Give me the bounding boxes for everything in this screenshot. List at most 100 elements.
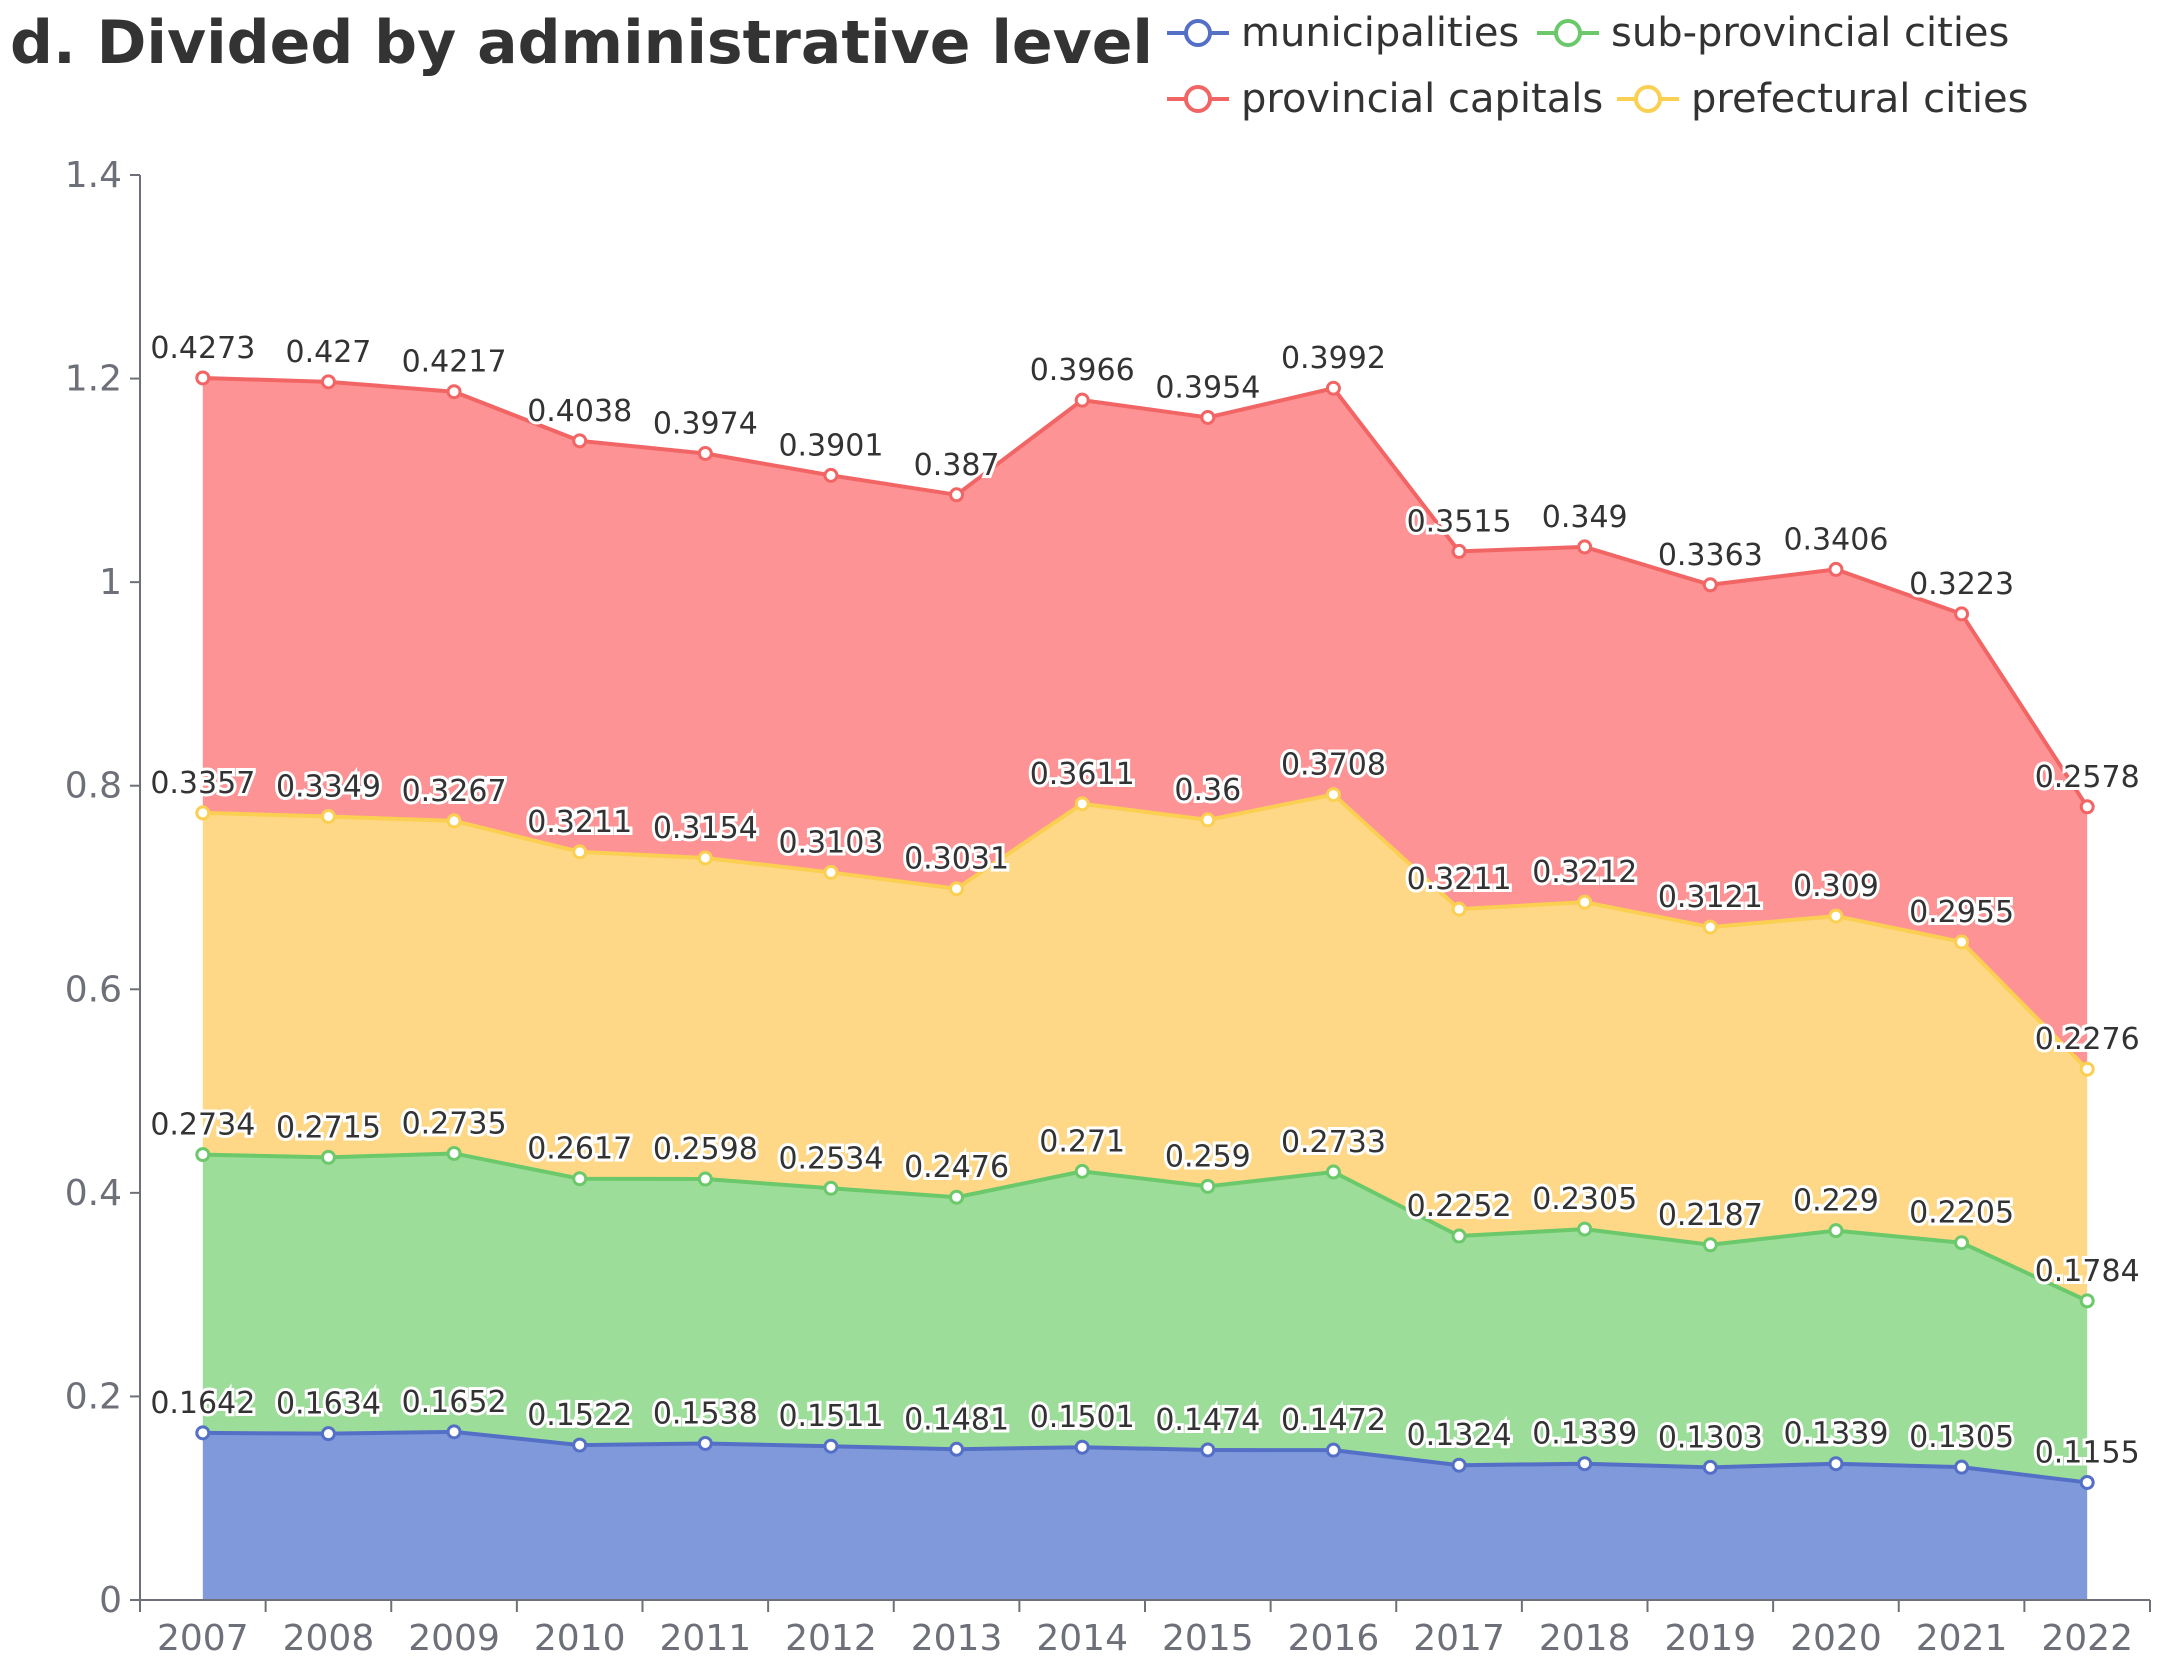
data-point-prefectural-cities xyxy=(697,850,713,866)
data-label-prefectural-cities: 0.3211 xyxy=(527,805,632,840)
data-point-prefectural-cities xyxy=(1325,787,1341,803)
data-label-prefectural-cities: 0.3349 xyxy=(276,769,381,804)
data-point-prefectural-cities xyxy=(320,808,336,824)
data-point-prefectural-cities xyxy=(1200,812,1216,828)
data-point-municipalities xyxy=(823,1438,839,1454)
data-point-municipalities xyxy=(949,1441,965,1457)
data-label-municipalities: 0.1339 xyxy=(1783,1417,1888,1452)
data-label-prefectural-cities: 0.36 xyxy=(1174,773,1241,808)
y-tick-label: 0.6 xyxy=(65,969,122,1010)
data-label-municipalities: 0.1472 xyxy=(1281,1403,1386,1438)
y-tick-label: 1 xyxy=(99,562,122,603)
data-point-prefectural-cities xyxy=(572,844,588,860)
x-tick-label: 2022 xyxy=(2041,1618,2133,1659)
data-label-sub-provincial-cities: 0.2598 xyxy=(653,1132,758,1167)
data-label-sub-provincial-cities: 0.2617 xyxy=(527,1132,632,1167)
data-point-municipalities xyxy=(1828,1456,1844,1472)
data-label-sub-provincial-cities: 0.2534 xyxy=(778,1141,883,1176)
x-tick-label: 2012 xyxy=(785,1618,877,1659)
legend-label: prefectural cities xyxy=(1691,76,2029,122)
data-label-municipalities: 0.1324 xyxy=(1407,1418,1512,1453)
data-label-prefectural-cities: 0.309 xyxy=(1793,869,1879,904)
data-point-municipalities xyxy=(1954,1459,1970,1475)
data-point-municipalities xyxy=(697,1435,713,1451)
legend-item-provincial-capitals[interactable]: provincial capitals xyxy=(1165,76,1603,122)
data-label-municipalities: 0.1522 xyxy=(527,1398,632,1433)
data-label-prefectural-cities: 0.3611 xyxy=(1030,757,1135,792)
area-prefectural-cities xyxy=(202,794,2088,1301)
data-point-prefectural-cities xyxy=(2079,1061,2095,1077)
data-point-prefectural-cities xyxy=(1954,934,1970,950)
area-municipalities xyxy=(202,1431,2088,1600)
data-point-provincial-capitals xyxy=(697,445,713,461)
legend-label: provincial capitals xyxy=(1241,76,1604,122)
data-point-municipalities xyxy=(2079,1474,2095,1490)
data-label-sub-provincial-cities: 0.2252 xyxy=(1407,1189,1512,1224)
data-label-prefectural-cities: 0.3708 xyxy=(1281,748,1386,783)
data-label-prefectural-cities: 0.3357 xyxy=(150,766,255,801)
data-label-sub-provincial-cities: 0.2735 xyxy=(402,1106,507,1141)
data-label-prefectural-cities: 0.2276 xyxy=(2035,1022,2140,1057)
data-label-prefectural-cities: 0.3031 xyxy=(904,842,1009,877)
legend-marker-icon xyxy=(1167,19,1229,47)
data-label-sub-provincial-cities: 0.2715 xyxy=(276,1110,381,1145)
data-label-provincial-capitals: 0.349 xyxy=(1542,500,1628,535)
data-point-provincial-capitals xyxy=(1325,380,1341,396)
data-label-provincial-capitals: 0.3223 xyxy=(1909,567,2014,602)
legend-marker-icon xyxy=(1167,85,1229,113)
data-point-prefectural-cities xyxy=(446,813,462,829)
data-label-municipalities: 0.1634 xyxy=(276,1387,381,1422)
data-point-municipalities xyxy=(1702,1459,1718,1475)
chart-title: d. Divided by administrative level xyxy=(10,8,1153,78)
data-label-provincial-capitals: 0.2578 xyxy=(2035,760,2140,795)
data-label-sub-provincial-cities: 0.2205 xyxy=(1909,1196,2014,1231)
data-point-municipalities xyxy=(446,1424,462,1440)
line-prefectural-cities xyxy=(202,792,2089,1071)
data-point-provincial-capitals xyxy=(1828,561,1844,577)
legend-item-prefectural-cities[interactable]: prefectural cities xyxy=(1615,76,2028,122)
data-point-sub-provincial-cities xyxy=(1702,1237,1718,1253)
data-label-sub-provincial-cities: 0.2734 xyxy=(150,1108,255,1143)
legend-item-sub-provincial-cities[interactable]: sub-provincial cities xyxy=(1535,10,2009,56)
data-label-provincial-capitals: 0.3954 xyxy=(1155,370,1260,405)
x-tick-label: 2009 xyxy=(408,1618,500,1659)
area-sub-provincial-cities xyxy=(202,1153,2088,1483)
data-point-sub-provincial-cities xyxy=(823,1180,839,1196)
data-point-municipalities xyxy=(1200,1442,1216,1458)
x-tick-label: 2017 xyxy=(1413,1618,1505,1659)
data-point-prefectural-cities xyxy=(823,864,839,880)
legend-marker-icon xyxy=(1617,85,1679,113)
y-tick-label: 1.4 xyxy=(65,155,122,196)
data-point-sub-provincial-cities xyxy=(1074,1163,1090,1179)
data-label-prefectural-cities: 0.3211 xyxy=(1407,862,1512,897)
area-provincial-capitals xyxy=(202,377,2088,1070)
legend-item-municipalities[interactable]: municipalities xyxy=(1165,10,1519,56)
data-point-municipalities xyxy=(572,1437,588,1453)
data-point-prefectural-cities xyxy=(1074,796,1090,812)
data-label-provincial-capitals: 0.4217 xyxy=(402,345,507,380)
data-label-prefectural-cities: 0.3154 xyxy=(653,811,758,846)
data-point-provincial-capitals xyxy=(572,433,588,449)
x-tick-label: 2019 xyxy=(1665,1618,1757,1659)
data-label-provincial-capitals: 0.3966 xyxy=(1030,353,1135,388)
x-tick-label: 2015 xyxy=(1162,1618,1254,1659)
data-label-municipalities: 0.1511 xyxy=(778,1399,883,1434)
data-point-provincial-capitals xyxy=(1954,606,1970,622)
y-tick-label: 0.2 xyxy=(65,1376,122,1417)
y-tick-label: 1.2 xyxy=(65,359,122,400)
data-point-sub-provincial-cities xyxy=(1954,1235,1970,1251)
x-tick-label: 2014 xyxy=(1036,1618,1128,1659)
data-point-sub-provincial-cities xyxy=(320,1149,336,1165)
data-point-sub-provincial-cities xyxy=(195,1147,211,1163)
line-sub-provincial-cities xyxy=(202,1151,2089,1303)
data-label-sub-provincial-cities: 0.229 xyxy=(1793,1184,1879,1219)
data-point-municipalities xyxy=(195,1425,211,1441)
data-label-municipalities: 0.1339 xyxy=(1532,1417,1637,1452)
data-point-municipalities xyxy=(1325,1442,1341,1458)
data-label-provincial-capitals: 0.4038 xyxy=(527,394,632,429)
data-point-provincial-capitals xyxy=(1577,539,1593,555)
data-label-municipalities: 0.1642 xyxy=(150,1386,255,1421)
data-label-provincial-capitals: 0.3406 xyxy=(1783,522,1888,557)
data-label-provincial-capitals: 0.4273 xyxy=(150,331,255,366)
